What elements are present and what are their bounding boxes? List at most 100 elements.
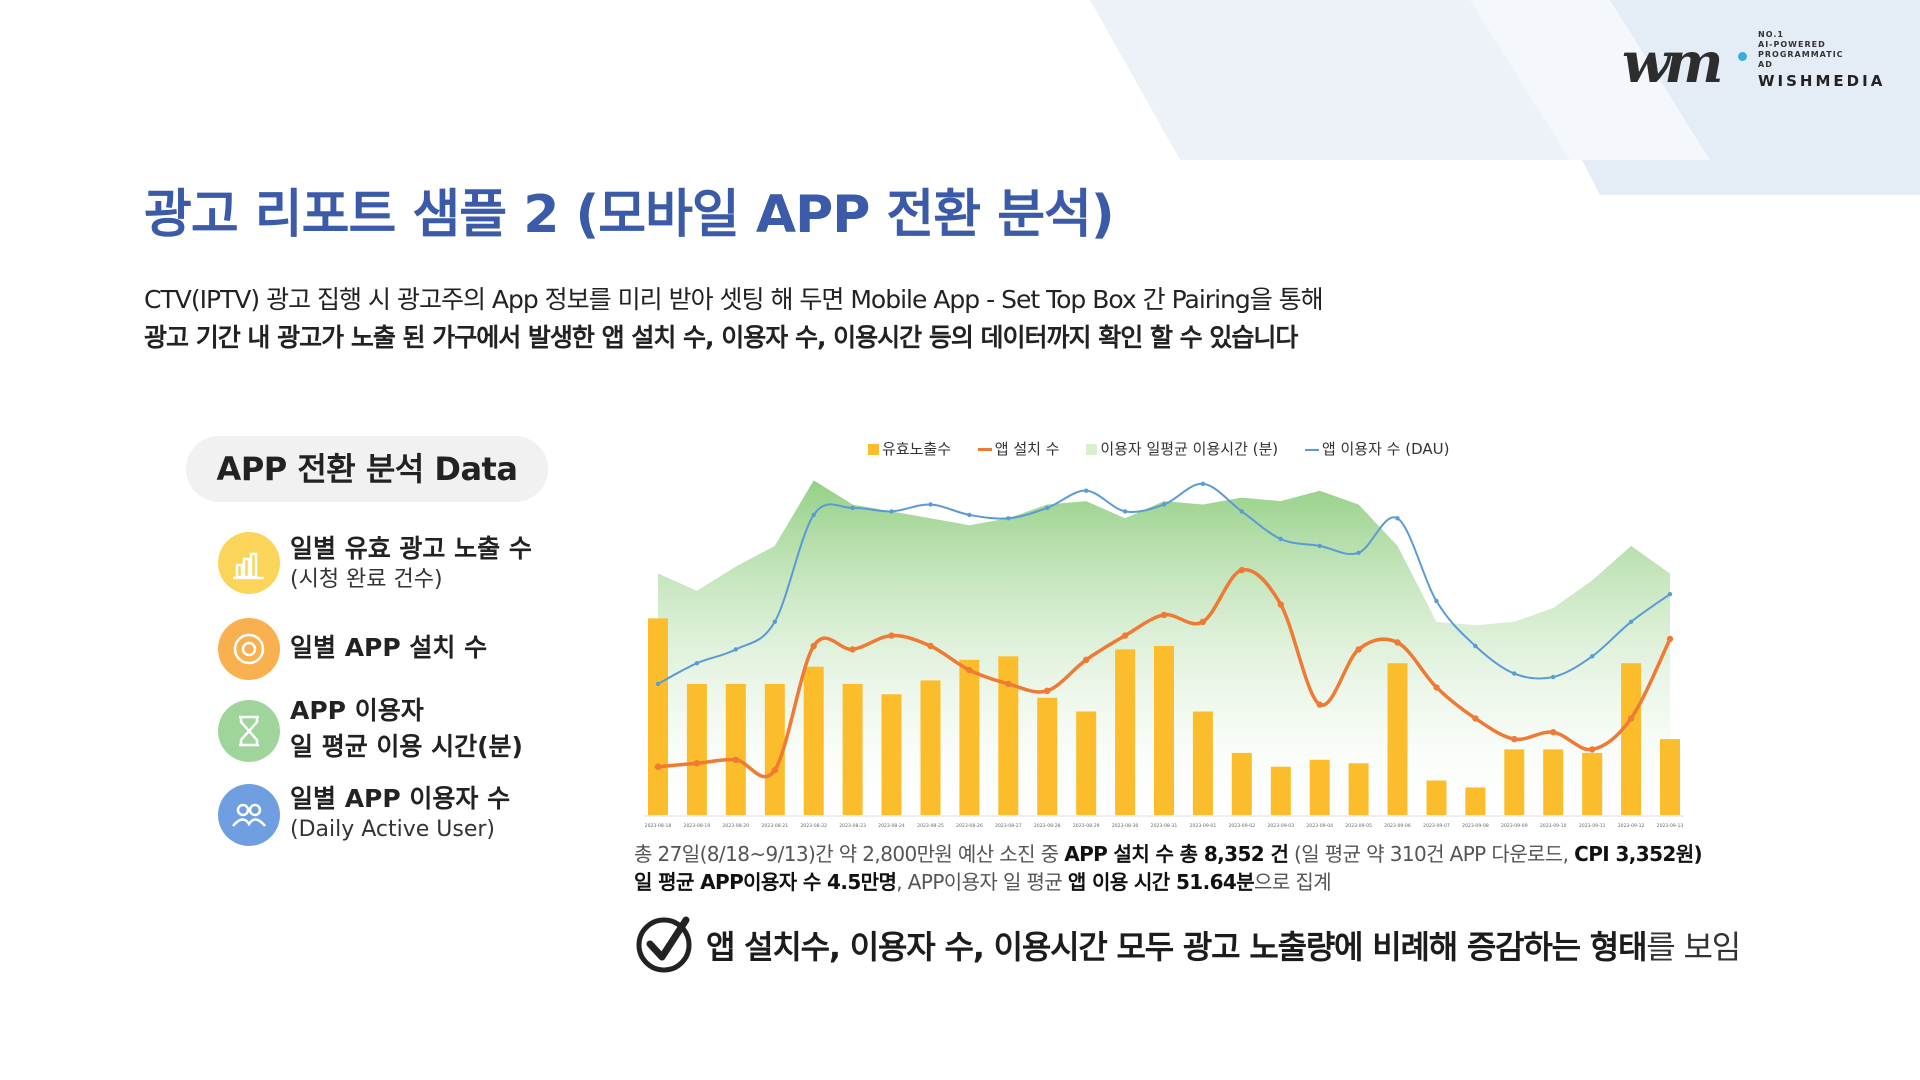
install-point (927, 642, 934, 650)
wishmedia-logo: wm NO.1 AI-POWERED PROGRAMMATIC AD WISHM… (1622, 26, 1892, 96)
x-tick-label: 2023-09-12 (1618, 823, 1645, 829)
impression-bar (1348, 763, 1369, 816)
x-tick-label: 2023-08-25 (917, 823, 944, 829)
x-tick-label: 2023-08-23 (839, 823, 866, 829)
dau-point (1161, 502, 1167, 507)
impression-bar (1504, 749, 1525, 815)
description-line-2: 광고 기간 내 광고가 노출 된 가구에서 발생한 앱 설치 수, 이용자 수,… (144, 323, 1298, 352)
impression-bar (1387, 663, 1408, 815)
chart-legend-label: 유효노출수 (882, 440, 952, 458)
x-tick-label: 2023-09-05 (1345, 823, 1372, 829)
dau-point (1045, 505, 1050, 511)
impression-bar (1270, 766, 1291, 815)
logo-tagline-line: PROGRAMMATIC (1758, 50, 1844, 59)
chart-legend-installs: 앱 설치 수 (977, 438, 1060, 459)
x-tick-label: 2023-08-28 (1034, 823, 1061, 829)
x-tick-label: 2023-08-24 (878, 823, 905, 829)
install-point (771, 766, 778, 774)
legend-label: 일별 APP 이용자 수 (290, 784, 511, 813)
description-line-1: CTV(IPTV) 광고 집행 시 광고주의 App 정보를 미리 받아 셋팅 … (144, 285, 1324, 314)
background-shapes (1090, 0, 1920, 195)
install-point (1005, 680, 1012, 688)
users-icon (218, 784, 280, 846)
impression-bar (1076, 711, 1097, 815)
x-tick-label: 2023-09-10 (1540, 823, 1567, 829)
dau-point (733, 647, 738, 652)
impression-bar (1115, 649, 1136, 815)
dau-point (1473, 643, 1478, 649)
x-tick-label: 2023-09-09 (1501, 823, 1528, 829)
install-point (1199, 618, 1207, 625)
dau-point (1628, 619, 1634, 624)
summary-highlight: 앱 이용 시간 51.64분 (1067, 870, 1255, 894)
x-tick-label: 2023-08-30 (1112, 823, 1139, 829)
dau-point (1084, 488, 1089, 493)
install-point (1666, 635, 1674, 643)
hourglass-icon (218, 700, 280, 762)
install-point (693, 760, 701, 767)
dau-point (1317, 543, 1322, 549)
install-point (1044, 687, 1051, 694)
x-tick-label: 2023-08-19 (684, 823, 711, 829)
logo-tagline-line: AI-POWERED (1758, 40, 1826, 49)
dau-point (811, 512, 816, 518)
logo-name: WISHMEDIA (1758, 72, 1886, 90)
x-tick-label: 2023-09-08 (1462, 823, 1489, 829)
chart-legend-label: 앱 이용자 수 (DAU) (1321, 440, 1450, 458)
legend-sublabel: (Daily Active User) (290, 817, 496, 842)
dau-point (1434, 598, 1439, 604)
x-tick-label: 2023-09-07 (1423, 823, 1450, 829)
chart-legend-time: 이용자 일평균 이용시간 (분) (1086, 438, 1278, 459)
install-point (966, 666, 973, 674)
install-point (1238, 566, 1245, 574)
install-point (1083, 656, 1090, 663)
install-point (1511, 735, 1518, 743)
logo-mark: wm (1622, 30, 1723, 96)
dau-point (1667, 592, 1673, 597)
install-point (810, 642, 817, 650)
impression-bar (686, 683, 707, 815)
dau-point (850, 505, 855, 511)
combo-chart: 2023-08-18 2023-08-19 2023-08-20 2023-08-21… (644, 480, 1684, 829)
impression-bar (1037, 697, 1058, 815)
dau-point (889, 509, 894, 514)
x-tick-label: 2023-08-26 (956, 823, 983, 829)
impression-bar (1543, 749, 1564, 815)
logo-tagline-line: NO.1 (1758, 30, 1784, 39)
target-icon (218, 618, 280, 680)
summary-text: 으로 집계 (1254, 870, 1332, 894)
install-point (849, 646, 856, 653)
x-tick-label: 2023-08-31 (1151, 823, 1178, 829)
summary-highlight: APP 설치 수 총 8,352 건 (1064, 842, 1289, 866)
x-tick-label: 2023-09-03 (1267, 823, 1294, 829)
impression-bar (648, 618, 668, 815)
dau-point (1006, 516, 1011, 521)
page-title: 광고 리포트 샘플 2 (모바일 APP 전환 분석) (144, 185, 1115, 245)
install-point (888, 632, 895, 639)
dau-point (1122, 509, 1128, 514)
dau-point (694, 661, 700, 666)
impression-bar (1309, 759, 1330, 815)
dau-point (1278, 536, 1283, 542)
legend-sublabel: (시청 완료 건수) (290, 567, 443, 592)
impression-bar (803, 666, 824, 815)
logo-tagline: NO.1 AI-POWERED PROGRAMMATIC AD (1758, 30, 1844, 70)
install-point (1589, 746, 1596, 753)
install-point (1277, 601, 1284, 608)
summary-highlight: 일 평균 APP이용자 수 4.5만명 (634, 870, 897, 894)
install-point (1355, 646, 1362, 653)
legend-label: 일별 APP 설치 수 (290, 633, 488, 662)
summary-line-1: 총 27일(8/18~9/13)간 약 2,800만원 예산 소진 중 APP … (634, 838, 1703, 867)
logo-tagline-line: AD (1758, 60, 1773, 69)
dau-point (772, 619, 777, 624)
dau-point (655, 681, 661, 687)
impression-bar (881, 694, 902, 816)
dau-point (1512, 671, 1517, 676)
conclusion-tail: 를 보임 (1646, 928, 1741, 966)
install-point (1160, 611, 1168, 619)
impression-bar (764, 683, 785, 815)
x-tick-label: 2023-08-22 (800, 823, 827, 829)
impression-bar (725, 683, 746, 815)
dau-point (1356, 550, 1361, 555)
x-tick-label: 2023-08-29 (1073, 823, 1100, 829)
